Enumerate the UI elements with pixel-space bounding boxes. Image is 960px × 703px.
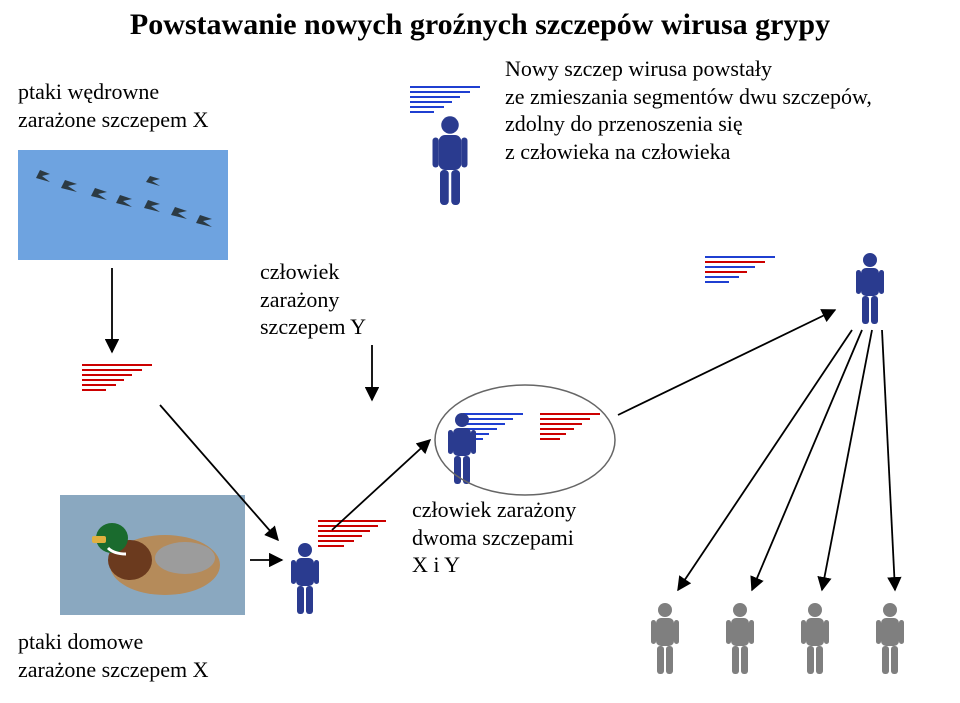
person-crowd-2: [726, 603, 754, 674]
diagram-svg: [0, 0, 960, 703]
person-new-strain-source: [856, 253, 884, 324]
person-strain-x-bottom: [291, 543, 319, 614]
domestic-duck-image: [60, 495, 245, 615]
person-crowd-1: [651, 603, 679, 674]
person-strain-xy: [448, 413, 476, 484]
person-strain-y-top: [433, 116, 468, 205]
person-crowd-4: [876, 603, 904, 674]
person-crowd-3: [801, 603, 829, 674]
migratory-birds-image: [18, 150, 228, 260]
